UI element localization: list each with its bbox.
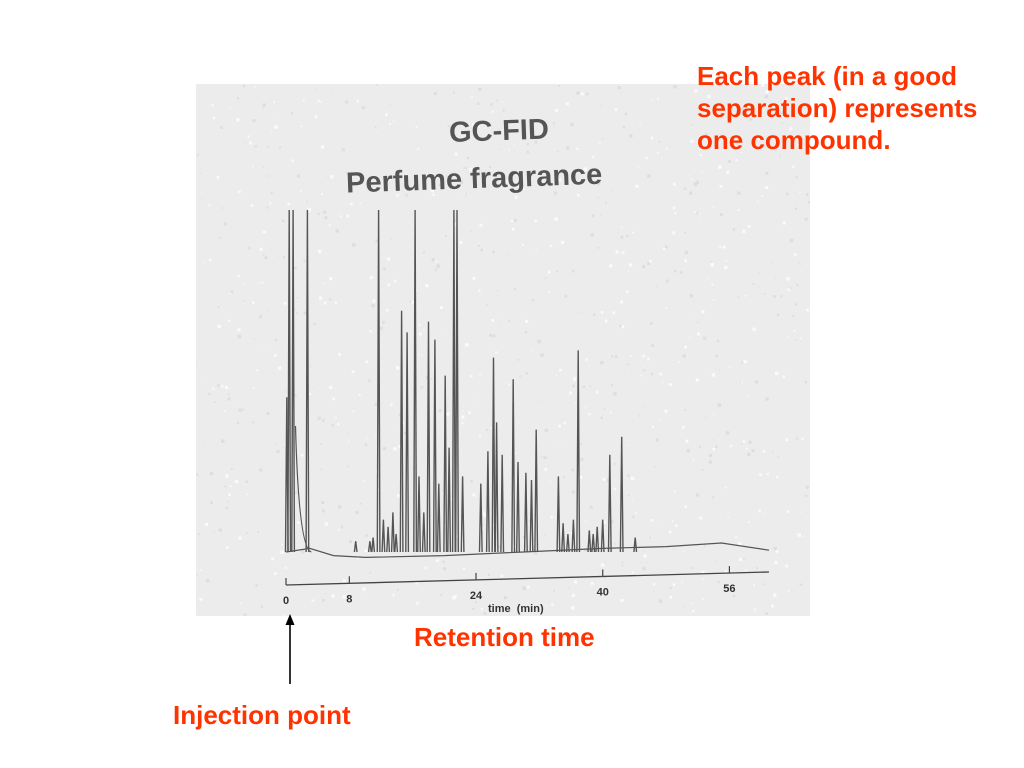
chart-title-line-1: GC-FID — [448, 114, 549, 149]
chromatogram-peak — [607, 454, 612, 553]
chromatogram-peak — [305, 209, 310, 553]
chromatogram-peak — [529, 479, 534, 553]
x-tick-label: 56 — [723, 583, 735, 595]
injection-point-label: Injection point — [173, 700, 351, 730]
chromatogram-peak — [386, 526, 391, 553]
gc-fid-chart: GC-FID Perfume fragrance 0 8 24 40 56 time (… — [196, 84, 810, 616]
x-axis-line — [285, 571, 770, 586]
chart-title-line-2: Perfume fragrance — [346, 159, 603, 200]
chromatogram-peak — [485, 451, 490, 553]
chromatogram-peak — [595, 526, 600, 553]
chromatogram-peak — [511, 379, 516, 553]
chart-scan-background: GC-FID Perfume fragrance 0 8 24 40 56 time (… — [196, 84, 810, 616]
chromatogram-peak — [426, 321, 431, 553]
chromatogram-peak — [565, 533, 570, 553]
chromatogram-peak — [591, 533, 596, 553]
chromatogram-peak — [291, 209, 296, 553]
x-tick-label: 40 — [597, 586, 609, 598]
chromatogram-peak — [494, 422, 499, 553]
chromatogram-peak — [432, 339, 437, 553]
chromatogram-peak — [561, 523, 566, 553]
chromatogram-peak — [600, 519, 605, 553]
chromatogram-peak — [571, 519, 576, 553]
chromatogram-peak — [443, 375, 448, 553]
noise-texture — [196, 84, 810, 616]
x-tick-label: 24 — [470, 590, 483, 602]
chromatogram-peak — [451, 209, 456, 553]
chromatogram-peak — [523, 472, 528, 553]
chromatogram-peak — [516, 461, 520, 553]
chromatogram-peak — [460, 476, 465, 553]
chromatogram-peak — [413, 209, 418, 553]
chromatogram-peak — [417, 476, 421, 553]
chromatogram-peak — [619, 436, 624, 553]
x-tick-label: 8 — [346, 593, 352, 605]
chromatogram-peak — [405, 332, 410, 553]
chromatogram-peak — [353, 541, 358, 553]
chromatogram-peak — [500, 454, 505, 553]
chromatogram-peak — [394, 533, 399, 553]
chromatogram-peak — [371, 537, 376, 553]
chromatogram-peak — [633, 537, 638, 553]
chromatogram-peak — [556, 476, 561, 553]
chromatogram-peak — [367, 541, 372, 553]
x-tick-label: 0 — [283, 595, 289, 607]
peak-explanation-note: Each peak (in a good separation) represe… — [697, 61, 978, 155]
chromatogram-peak — [587, 530, 592, 553]
chromatogram-peak — [376, 209, 381, 553]
x-axis-label: time (min) — [488, 603, 544, 615]
chromatogram-peak — [436, 483, 441, 553]
chromatogram-peak — [390, 512, 395, 553]
chromatogram-peak — [381, 519, 386, 553]
chromatogram-peak — [287, 209, 292, 553]
chromatogram-peak — [576, 350, 581, 553]
chromatogram-peak — [491, 357, 496, 553]
chromatogram-peak — [455, 209, 459, 553]
chromatogram-peak — [447, 447, 452, 553]
chromatogram-baseline — [285, 542, 770, 559]
chromatogram-peak — [534, 429, 539, 553]
chromatogram-peak — [399, 310, 404, 553]
chromatogram-peak — [421, 512, 426, 553]
chromatogram-peak — [478, 483, 483, 553]
retention-time-label: Retention time — [414, 622, 595, 652]
